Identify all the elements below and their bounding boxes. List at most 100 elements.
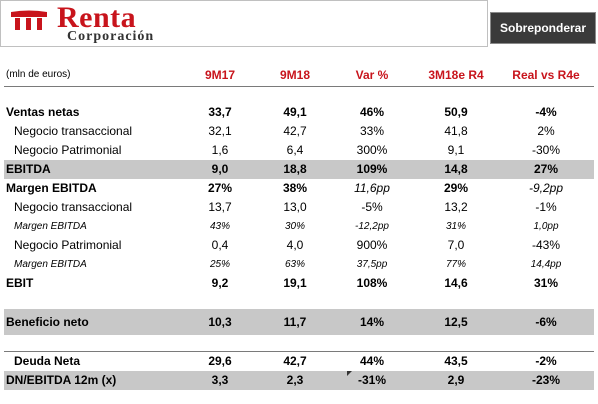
cell-var: 300% xyxy=(356,143,388,157)
table-row-ebitda: EBITDA 9,0 18,8 109% 14,8 27% xyxy=(4,160,594,179)
row-label: DN/EBITDA 12m (x) xyxy=(4,371,180,390)
cell-var: 33% xyxy=(359,124,385,138)
cell-estimate: 50,9 xyxy=(444,105,468,119)
spacer-row xyxy=(4,335,594,352)
cell-var: 11,6pp xyxy=(354,181,390,195)
table-row-beneficio-neto: Beneficio neto 10,3 11,7 14% 12,5 -6% xyxy=(4,309,594,335)
col-header-var: Var % xyxy=(355,68,389,82)
brand-name: Renta xyxy=(57,1,137,34)
table-row-margen-transaccional: Margen EBITDA 43% 30% -12,2pp 31% 1,0pp xyxy=(4,217,594,236)
logo-box: Renta Corporación xyxy=(0,0,488,47)
cell-var: 37,5pp xyxy=(356,259,388,270)
table-row-margen-patrimonial: Margen EBITDA 25% 63% 37,5pp 77% 14,4pp xyxy=(4,255,594,274)
cell-9m17: 3,3 xyxy=(180,371,260,390)
row-label: Margen EBITDA xyxy=(14,221,87,232)
col-header-9m18: 9M18 xyxy=(279,68,311,82)
cell-estimate: 43,5 xyxy=(414,351,498,371)
cell-real-vs-estimate: 2% xyxy=(537,124,555,138)
cell-real-vs-estimate: 1,0pp xyxy=(533,221,559,232)
cell-9m18: 18,8 xyxy=(260,160,330,179)
cell-var: 900% xyxy=(356,238,388,252)
cell-estimate: 2,9 xyxy=(414,371,498,390)
table-row-dn-ebitda: DN/EBITDA 12m (x) 3,3 2,3 -31% 2,9 -23% xyxy=(4,371,594,390)
row-label: Beneficio neto xyxy=(4,309,180,335)
cell-estimate: 9,1 xyxy=(447,143,465,157)
spacer-row xyxy=(4,293,594,309)
cell-real-vs-estimate: -30% xyxy=(531,143,560,157)
cell-9m17: 9,2 xyxy=(211,276,229,290)
cell-real-vs-estimate: 27% xyxy=(498,160,594,179)
row-label: EBITDA xyxy=(4,160,180,179)
cell-real-vs-estimate: -4% xyxy=(535,105,557,119)
cell-9m18: 6,4 xyxy=(286,143,304,157)
table-row-margen-ebitda: Margen EBITDA 27% 38% 11,6pp 29% -9,2pp xyxy=(4,179,594,198)
row-label: Negocio transaccional xyxy=(14,124,133,138)
row-label: Margen EBITDA xyxy=(14,259,87,270)
row-label: Margen EBITDA xyxy=(6,181,97,195)
cell-9m17: 10,3 xyxy=(180,309,260,335)
cell-real-vs-estimate: -6% xyxy=(498,309,594,335)
cell-estimate: 13,2 xyxy=(444,200,468,214)
table-row-ebitda-patrimonial: Negocio Patrimonial 0,4 4,0 900% 7,0 -43… xyxy=(4,236,594,255)
cell-var: -5% xyxy=(361,200,383,214)
row-label: EBIT xyxy=(6,276,34,290)
cell-9m17: 32,1 xyxy=(208,124,232,138)
table-row-ebitda-transaccional: Negocio transaccional 13,7 13,0 -5% 13,2… xyxy=(4,198,594,217)
cell-9m18: 38% xyxy=(282,181,308,195)
cell-var: 108% xyxy=(356,276,388,290)
table-row-deuda-neta: Deuda Neta 29,6 42,7 44% 43,5 -2% xyxy=(4,351,594,371)
cell-9m17: 1,6 xyxy=(211,143,229,157)
cell-9m17: 25% xyxy=(209,259,230,270)
table-row-ventas: Ventas netas 33,7 49,1 46% 50,9 -4% xyxy=(4,103,594,122)
cell-real-vs-estimate: 31% xyxy=(533,276,559,290)
cell-estimate: 12,5 xyxy=(414,309,498,335)
cell-real-vs-estimate: -9,2pp xyxy=(528,181,564,195)
cell-9m18: 63% xyxy=(284,259,305,270)
cell-var: 44% xyxy=(330,351,414,371)
renta-logo-icon xyxy=(11,10,47,30)
rating-badge: Sobreponderar xyxy=(490,12,596,44)
cell-9m17: 0,4 xyxy=(211,238,229,252)
cell-real-vs-estimate: -2% xyxy=(498,351,594,371)
cell-estimate: 7,0 xyxy=(447,238,465,252)
cell-9m17: 33,7 xyxy=(208,105,232,119)
header-row: (mln de euros) 9M17 9M18 Var % 3M18e R4 … xyxy=(4,64,594,87)
results-table: (mln de euros) 9M17 9M18 Var % 3M18e R4 … xyxy=(4,64,594,390)
col-header-9m17: 9M17 xyxy=(204,68,236,82)
cell-9m18: 2,3 xyxy=(260,371,330,390)
cell-var: -12,2pp xyxy=(355,221,389,232)
report-header: Renta Corporación Sobreponderar xyxy=(0,0,598,50)
cell-real-vs-estimate: 14,4pp xyxy=(530,259,562,270)
cell-var: 46% xyxy=(359,105,385,119)
table-row-ventas-patrimonial: Negocio Patrimonial 1,6 6,4 300% 9,1 -30… xyxy=(4,141,594,160)
cell-9m17: 29,6 xyxy=(180,351,260,371)
cell-9m17: 9,0 xyxy=(180,160,260,179)
cell-9m17: 43% xyxy=(209,221,230,232)
cell-var: 14% xyxy=(330,309,414,335)
row-label: Negocio transaccional xyxy=(14,200,133,214)
cell-estimate: 14,6 xyxy=(444,276,468,290)
cell-9m18: 19,1 xyxy=(283,276,307,290)
cell-9m18: 42,7 xyxy=(260,351,330,371)
cell-estimate: 31% xyxy=(445,221,466,232)
cell-9m18: 4,0 xyxy=(286,238,304,252)
cell-var: -31% xyxy=(330,371,414,390)
row-label: Deuda Neta xyxy=(4,351,180,371)
row-label: Negocio Patrimonial xyxy=(14,143,122,157)
table-row-ebit: EBIT 9,2 19,1 108% 14,6 31% xyxy=(4,274,594,293)
cell-estimate: 77% xyxy=(445,259,466,270)
cell-9m18: 42,7 xyxy=(283,124,307,138)
comment-marker-icon xyxy=(347,371,352,376)
cell-estimate: 29% xyxy=(443,181,469,195)
cell-9m18: 30% xyxy=(284,221,305,232)
unit-label: (mln de euros) xyxy=(6,69,71,80)
spacer-row xyxy=(4,86,594,103)
brand-subtitle: Corporación xyxy=(67,29,155,44)
table-row-ventas-transaccional: Negocio transaccional 32,1 42,7 33% 41,8… xyxy=(4,122,594,141)
cell-var: 109% xyxy=(330,160,414,179)
row-label: Ventas netas xyxy=(6,105,80,119)
cell-9m17: 27% xyxy=(207,181,233,195)
row-label: Negocio Patrimonial xyxy=(14,238,122,252)
cell-9m17: 13,7 xyxy=(208,200,232,214)
